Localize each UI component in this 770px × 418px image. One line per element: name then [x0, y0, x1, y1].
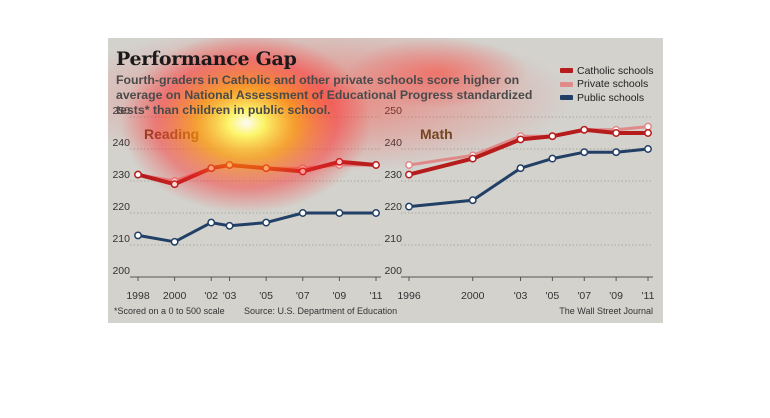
- math-y-tick-label: 220: [384, 201, 402, 213]
- chart-subtitle: Fourth-graders in Catholic and other pri…: [116, 73, 533, 117]
- math-x-tick-label: '11: [642, 290, 655, 302]
- reading-x-tick-label: '07: [296, 290, 310, 302]
- reading-series-public-point: [298, 209, 307, 217]
- reading-x-tick-label: '02: [204, 290, 218, 302]
- reading-series-catholic-point: [372, 161, 380, 169]
- reading-x-tick-label: '09: [333, 290, 347, 302]
- math-x-tick-label: '03: [514, 290, 528, 302]
- reading-series-catholic-point: [207, 164, 216, 173]
- reading-series-public-point: [335, 209, 344, 217]
- reading-series-public-line: [136, 211, 378, 244]
- reading-y-tick-label: 210: [112, 233, 130, 245]
- legend-item-catholic: Catholic schools: [560, 64, 653, 78]
- math-series-public-line: [407, 147, 650, 209]
- math-series-public-point: [644, 145, 652, 153]
- reading-series-public-point: [262, 218, 271, 227]
- math-y-tick-label: 230: [384, 169, 402, 181]
- math-series-private-point: [405, 161, 413, 169]
- reading-series-catholic-point: [335, 157, 344, 166]
- reading-series-catholic-point: [298, 167, 307, 176]
- math-series-public-point: [580, 148, 589, 157]
- legend-swatch-catholic: [560, 68, 573, 74]
- math-y-tick-label: 240: [384, 137, 402, 149]
- reading-series-public-point: [170, 237, 179, 246]
- reading-y-tick-label: 220: [112, 201, 130, 213]
- reading-series-public-point: [207, 218, 216, 227]
- reading-panel-label: Reading: [144, 126, 199, 142]
- reading-series-catholic-point: [262, 164, 271, 173]
- legend-swatch-private: [560, 81, 573, 87]
- math-series-public-point: [468, 196, 477, 205]
- chart-title: Performance Gap: [116, 48, 297, 70]
- reading-series-catholic-point: [225, 161, 234, 169]
- legend-item-private: Private schools: [560, 78, 653, 92]
- math-y-tick-label: 200: [384, 265, 402, 277]
- math-x-tick-label: '09: [609, 290, 623, 302]
- reading-y-tick-label: 240: [112, 137, 130, 149]
- math-series-private-point: [644, 122, 652, 131]
- math-x-tick-label: '05: [546, 290, 560, 302]
- math-series-catholic-point: [612, 129, 621, 137]
- chart-panel: 200 210 220 230 240 250 Reading 1998 2000'02'03 '…: [108, 38, 663, 323]
- math-panel-label: Math: [420, 126, 453, 142]
- legend: Catholic schools Private schools Public …: [560, 64, 653, 105]
- math-series-catholic-point: [405, 170, 413, 179]
- credit-note: The Wall Street Journal: [559, 306, 653, 316]
- math-series-catholic-point: [644, 129, 652, 137]
- reading-series-catholic-point: [134, 170, 142, 179]
- math-series-catholic-point: [548, 132, 557, 141]
- math-series-public-point: [516, 164, 525, 173]
- legend-label-public: Public schools: [577, 91, 645, 104]
- reading-series-public-point: [372, 209, 380, 217]
- math-series-catholic-point: [516, 135, 525, 144]
- reading-series-catholic-point: [170, 180, 179, 189]
- footnote: *Scored on a 0 to 500 scale: [114, 306, 225, 316]
- math-x-tick-label: 2000: [461, 290, 485, 302]
- reading-x-tick-label: '11: [370, 290, 383, 302]
- reading-series-public-point: [134, 231, 142, 240]
- reading-y-tick-label: 230: [112, 169, 130, 181]
- math-series-public-point: [612, 148, 621, 157]
- legend-swatch-public: [560, 95, 573, 101]
- reading-series-public-point: [225, 221, 234, 230]
- reading-x-tick-label: '05: [259, 290, 273, 302]
- legend-label-catholic: Catholic schools: [577, 64, 654, 77]
- math-series-catholic-point: [580, 125, 589, 134]
- math-series-public-point: [405, 202, 413, 211]
- reading-y-tick-label: 200: [112, 265, 130, 277]
- reading-x-tick-label: '03: [223, 290, 237, 302]
- legend-item-public: Public schools: [560, 91, 653, 105]
- math-series-public-point: [548, 154, 557, 163]
- legend-label-private: Private schools: [577, 78, 649, 91]
- math-y-tick-label: 210: [384, 233, 402, 245]
- math-x-tick-label: '07: [577, 290, 591, 302]
- math-series-catholic-point: [468, 154, 477, 163]
- math-x-tick-label: 1996: [397, 290, 421, 302]
- reading-x-tick-label: 2000: [163, 290, 187, 302]
- source-note: Source: U.S. Department of Education: [244, 306, 398, 316]
- reading-x-tick-label: 1998: [126, 290, 150, 302]
